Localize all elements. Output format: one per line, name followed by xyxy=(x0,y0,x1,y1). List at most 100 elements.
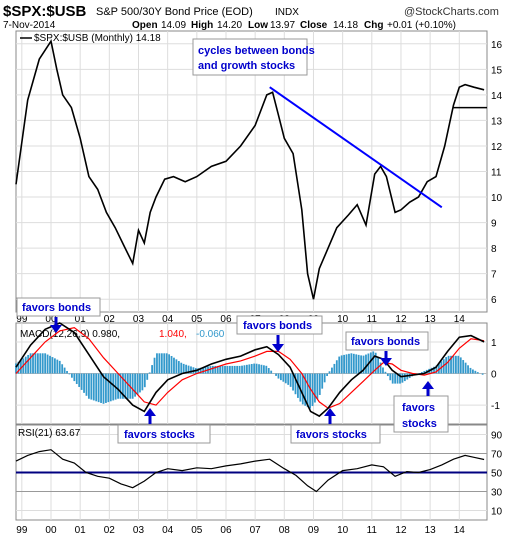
macd-histogram-bar xyxy=(221,365,224,374)
macd-histogram-bar xyxy=(24,356,27,374)
y-tick-label: 10 xyxy=(491,193,503,204)
price-x-tick-label: 13 xyxy=(425,314,437,325)
macd-histogram-bar xyxy=(372,351,375,374)
macd-histogram-bar xyxy=(124,373,127,399)
macd-histogram-bar xyxy=(265,365,268,374)
header-date: 7-Nov-2014 xyxy=(3,20,56,31)
price-x-tick-label: 11 xyxy=(367,314,378,325)
macd-histogram-bar xyxy=(338,356,341,374)
macd-histogram-bar xyxy=(384,371,387,374)
macd-histogram-bar xyxy=(231,365,234,374)
macd-histogram-bar xyxy=(277,373,280,379)
macd-histogram-bar xyxy=(139,373,141,393)
macd-histogram-bar xyxy=(170,355,173,374)
macd-histogram-bar xyxy=(134,373,136,397)
macd-histogram-bar xyxy=(255,363,258,374)
macd-histogram-bar xyxy=(374,352,377,374)
header-exchange: INDX xyxy=(275,7,299,18)
macd-histogram-bar xyxy=(58,360,61,374)
macd-histogram-bar xyxy=(292,373,294,391)
x-tick-label: 13 xyxy=(425,525,437,536)
macd-histogram-bar xyxy=(219,365,222,374)
macd-histogram-bar xyxy=(287,373,290,385)
open-label: Open xyxy=(132,20,158,31)
macd-histogram-bar xyxy=(250,363,253,374)
macd-histogram-bar xyxy=(355,354,358,374)
macd-signal-line xyxy=(15,327,485,409)
macd-histogram-bar xyxy=(78,373,81,387)
macd-histogram-bar xyxy=(243,365,246,374)
title-annotation-line2: and growth stocks xyxy=(198,60,295,72)
macd-histogram-bar xyxy=(163,353,166,374)
x-tick-label: 10 xyxy=(337,525,349,536)
x-tick-label: 06 xyxy=(220,525,232,536)
macd-histogram-bar xyxy=(399,373,401,384)
macd-histogram-bar xyxy=(66,370,68,374)
macd-histogram-bar xyxy=(34,353,37,374)
macd-histogram-bar xyxy=(357,354,360,374)
macd-histogram-bar xyxy=(41,353,44,374)
price-x-tick-label: 01 xyxy=(75,314,87,325)
macd-histogram-bar xyxy=(36,353,39,374)
stocks-label-1-text: favors stocks xyxy=(124,429,195,441)
macd-histogram-bar xyxy=(321,373,324,389)
macd-histogram-bar xyxy=(289,373,292,387)
y-tick-label: 50 xyxy=(491,469,503,480)
macd-histogram-bar xyxy=(117,373,119,399)
macd-histogram-bar xyxy=(469,367,472,374)
stocks-label-3: favors stocks xyxy=(393,395,449,433)
macd-histogram-bar xyxy=(17,361,20,374)
x-tick-label: 07 xyxy=(250,525,262,536)
macd-histogram-bar xyxy=(70,373,73,378)
macd-histogram-bar xyxy=(85,373,88,396)
grid-lines xyxy=(16,31,487,520)
macd-histogram-bar xyxy=(394,373,397,384)
macd-histogram-bar xyxy=(107,373,110,403)
chart-series xyxy=(15,39,487,493)
macd-histogram-bar xyxy=(389,373,392,381)
x-tick-label: 01 xyxy=(75,525,87,536)
chg-label: Chg xyxy=(364,20,383,31)
macd-histogram-bar xyxy=(109,373,112,402)
macd-histogram-bar xyxy=(369,352,372,374)
high-label: High xyxy=(191,20,213,31)
macd-histogram-bar xyxy=(457,355,460,374)
macd-histogram-bar xyxy=(68,373,71,375)
macd-histogram-bar xyxy=(216,365,219,374)
price-x-tick-label: 14 xyxy=(454,314,466,325)
macd-histogram-bar xyxy=(158,353,161,374)
macd-histogram-bar xyxy=(214,365,217,374)
arrow-up-stocks-2 xyxy=(324,408,336,424)
close-value: 14.18 xyxy=(333,20,358,31)
macd-histogram-bar xyxy=(119,373,122,399)
macd-histogram-bar xyxy=(153,357,156,374)
macd-histogram-bar xyxy=(39,353,42,374)
macd-histogram-bar xyxy=(430,367,433,374)
bonds-label-3: favors bonds xyxy=(345,331,429,351)
stocks-label-2-text: favors stocks xyxy=(296,429,367,441)
macd-histogram-bar xyxy=(27,354,30,374)
macd-histogram-bar xyxy=(228,365,231,374)
macd-histogram-bar xyxy=(267,368,270,374)
macd-histogram-bar xyxy=(377,357,380,374)
bonds-label-1-box xyxy=(16,297,101,317)
macd-histogram-bar xyxy=(238,365,241,374)
x-tick-label: 00 xyxy=(45,525,57,536)
macd-histogram-bar xyxy=(396,373,399,384)
macd-histogram-bar xyxy=(316,373,319,400)
macd-histogram-bar xyxy=(481,373,484,375)
y-tick-label: 7 xyxy=(491,270,497,281)
macd-histogram-bar xyxy=(433,366,435,374)
low-label: Low xyxy=(248,20,268,31)
macd-histogram-bar xyxy=(280,373,282,381)
macd-histogram-bar xyxy=(185,364,188,374)
price-x-tick-label: 04 xyxy=(162,314,174,325)
macd-histogram-bar xyxy=(90,373,93,400)
macd-histogram-bar xyxy=(175,359,178,374)
macd-histogram-bar xyxy=(100,373,102,403)
rsi-legend-label: RSI(21) 63.67 xyxy=(18,428,81,439)
macd-histogram-bar xyxy=(282,373,285,382)
bonds-label-3-box xyxy=(345,331,429,351)
chg-value: +0.01 (+0.10%) xyxy=(387,20,456,31)
macd-histogram-bar xyxy=(326,373,328,377)
